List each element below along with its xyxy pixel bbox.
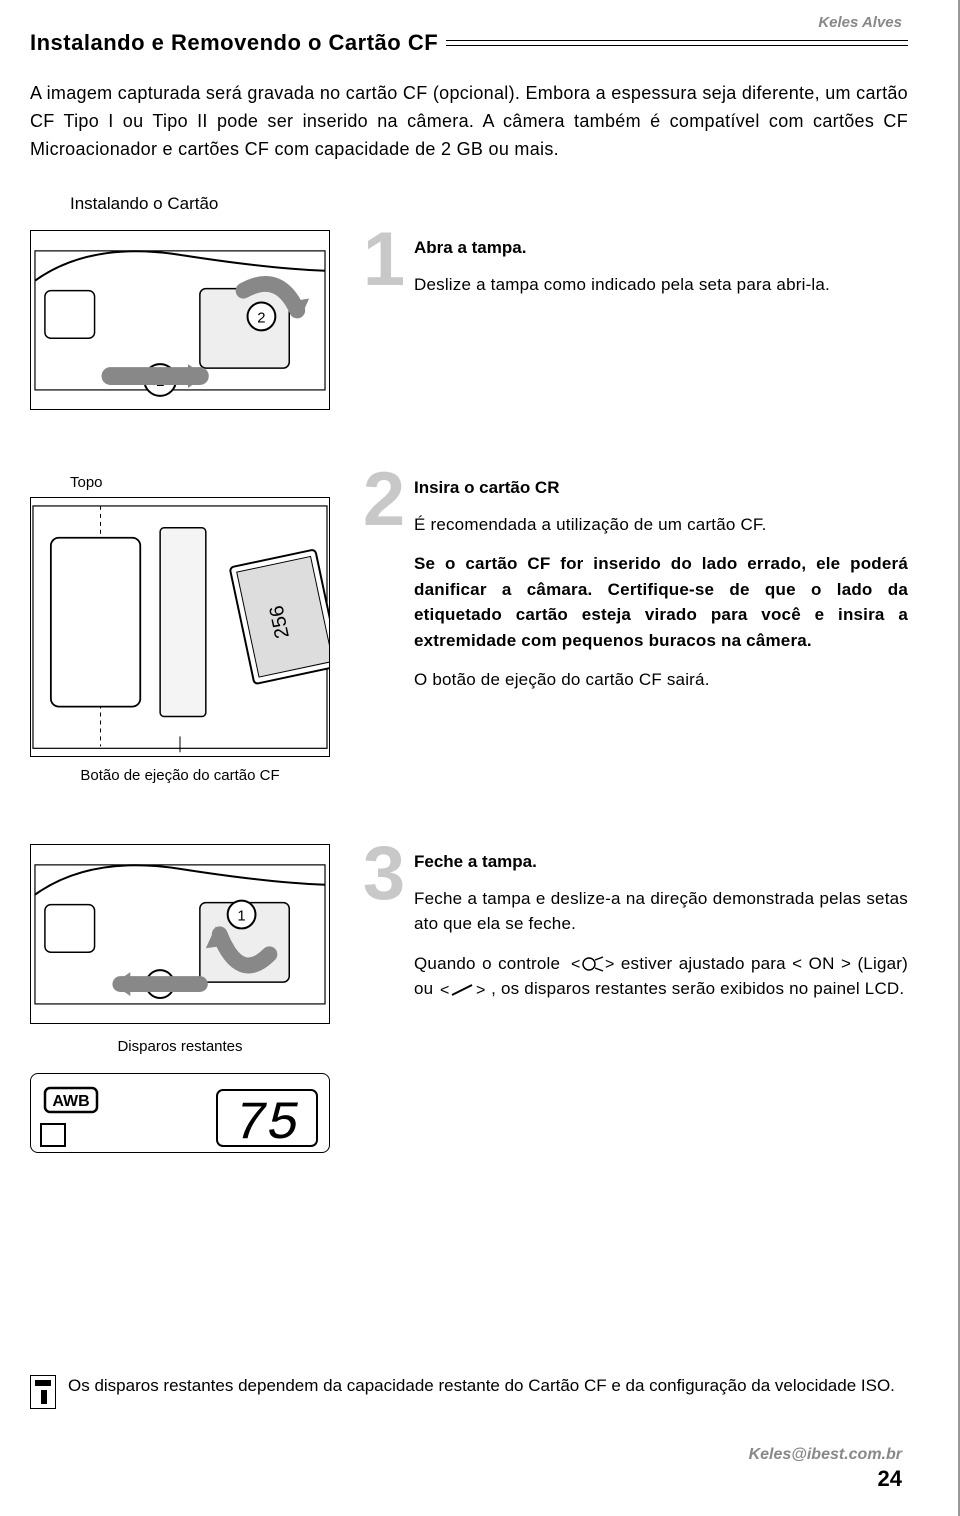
step-3-p2b: estiver ajustado para < [621,954,809,973]
step-2-label-eject: Botão de ejeção do cartão CF [30,767,330,784]
footnote-text: Os disparos restantes dependem da capaci… [68,1373,895,1399]
page-footer: Keles@ibest.com.br 24 [749,1446,902,1492]
svg-text:>: > [476,982,486,999]
step-3-p2a: Quando o controle [414,954,567,973]
page-title: Instalando e Removendo o Cartão CF [30,30,438,56]
step-3-body: Feche a tampa e deslize-a na direção dem… [414,886,908,1002]
svg-text:<: < [440,982,450,999]
step-2-p2: Se o cartão CF for inserido do lado erra… [414,551,908,653]
step-3-title: Feche a tampa. [414,852,908,872]
lcd-awb-badge: AWB [52,1093,89,1110]
svg-text:2: 2 [257,310,265,326]
header-credit: Keles Alves [818,14,902,31]
step-2-body: É recomendada a utilização de um cartão … [414,512,908,693]
step-2-title: Insira o cartão CR [414,478,908,498]
step-1: 1 2 1 Abra a tampa. Deslize a tampa como… [30,230,908,410]
step-2-p1: É recomendada a utilização de um cartão … [414,512,908,538]
step-1-number: 1 [360,230,408,291]
title-rule [446,40,908,46]
on-label: ON [809,954,835,973]
step-2-p3: O botão de ejeção do cartão CF sairá. [414,667,908,693]
camera-insert-card-icon: 256 [31,498,329,756]
step-3-number: 3 [360,844,408,905]
footer-email: Keles@ibest.com.br [749,1446,902,1464]
svg-text:>: > [605,956,615,973]
step-3-p2d: , os disparos restantes serão exibidos n… [491,979,904,998]
power-switch-icon: < > [567,955,615,973]
step-2-label-top: Topo [70,474,350,491]
step-3-p2: Quando o controle < > estiver ajustado p… [414,951,908,1002]
dial-icon: < > [438,981,486,999]
step-2: Topo 256 Botão de ejeção do cartão CF [30,470,908,784]
step-3-label-disparos: Disparos restantes [30,1038,330,1055]
page-number: 24 [749,1466,902,1492]
svg-text:<: < [571,956,581,973]
step-2-number: 2 [360,470,408,531]
step-3-p1: Feche a tampa e deslize-a na direção dem… [414,886,908,937]
step-1-illustration: 1 2 [30,230,330,410]
step-1-body: Deslize a tampa como indicado pela seta … [414,272,908,298]
section-subheading: Instalando o Cartão [70,194,908,214]
lcd-value: 75 [235,1094,300,1153]
camera-open-cover-icon: 1 2 [31,231,329,410]
step-1-title: Abra a tampa. [414,238,908,258]
footnote: Os disparos restantes dependem da capaci… [30,1373,908,1409]
intro-paragraph: A imagem capturada será gravada no cartã… [30,80,908,164]
camera-close-cover-icon: 1 2 [31,845,329,1024]
lcd-icon: AWB 75 [31,1074,330,1153]
step-3: 1 2 Disparos restantes AWB 75 [30,844,908,1153]
note-icon [30,1375,56,1409]
lcd-panel-illustration: AWB 75 [30,1073,330,1153]
step-2-illustration: 256 [30,497,330,757]
step-3-illustration: 1 2 [30,844,330,1024]
page-title-row: Instalando e Removendo o Cartão CF [30,30,908,56]
svg-text:1: 1 [237,908,245,924]
